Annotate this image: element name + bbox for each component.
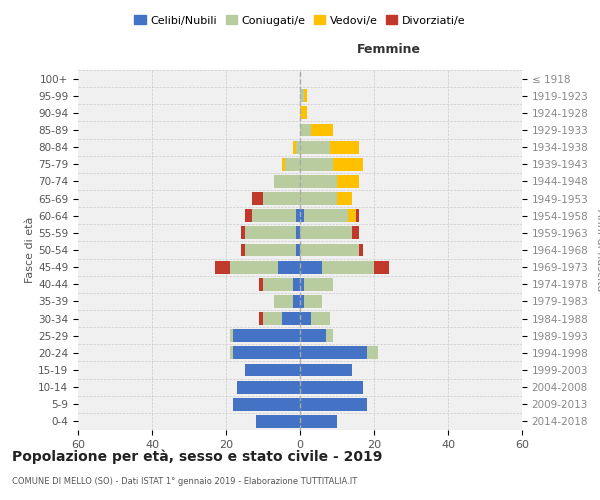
Text: COMUNE DI MELLO (SO) - Dati ISTAT 1° gennaio 2019 - Elaborazione TUTTITALIA.IT: COMUNE DI MELLO (SO) - Dati ISTAT 1° gen… (12, 478, 357, 486)
Bar (263, 312, 281, 325)
Y-axis label: Fasce di età: Fasce di età (25, 217, 35, 283)
Bar (300, 260, 322, 274)
Bar (355, 210, 359, 222)
Bar (233, 330, 300, 342)
Bar (274, 295, 293, 308)
Bar (245, 210, 252, 222)
Bar (293, 278, 300, 290)
Bar (300, 312, 311, 325)
Bar (304, 210, 348, 222)
Bar (233, 346, 300, 360)
Bar (245, 226, 296, 239)
Bar (230, 346, 233, 360)
Bar (300, 210, 304, 222)
Bar (259, 312, 263, 325)
Bar (300, 398, 367, 410)
Bar (252, 192, 263, 205)
Bar (300, 226, 352, 239)
Bar (259, 278, 263, 290)
Bar (300, 175, 337, 188)
Bar (256, 415, 300, 428)
Text: Femmine: Femmine (357, 42, 421, 56)
Bar (300, 158, 334, 170)
Bar (281, 312, 300, 325)
Bar (241, 226, 245, 239)
Bar (348, 210, 355, 222)
Bar (300, 124, 311, 136)
Bar (300, 244, 359, 256)
Bar (296, 210, 300, 222)
Bar (326, 330, 334, 342)
Bar (245, 244, 296, 256)
Bar (285, 158, 300, 170)
Bar (300, 415, 337, 428)
Legend: Celibi/Nubili, Coniugati/e, Vedovi/e, Divorziati/e: Celibi/Nubili, Coniugati/e, Vedovi/e, Di… (130, 11, 470, 30)
Bar (300, 364, 352, 376)
Bar (278, 260, 300, 274)
Bar (263, 192, 300, 205)
Bar (233, 398, 300, 410)
Bar (293, 295, 300, 308)
Bar (300, 380, 363, 394)
Bar (334, 158, 363, 170)
Bar (245, 364, 300, 376)
Bar (241, 244, 245, 256)
Bar (300, 330, 326, 342)
Bar (359, 244, 363, 256)
Bar (300, 346, 367, 360)
Bar (304, 278, 334, 290)
Bar (252, 210, 296, 222)
Bar (300, 192, 337, 205)
Bar (296, 140, 300, 153)
Bar (281, 158, 285, 170)
Bar (352, 226, 359, 239)
Bar (263, 278, 293, 290)
Bar (374, 260, 389, 274)
Text: Popolazione per età, sesso e stato civile - 2019: Popolazione per età, sesso e stato civil… (12, 450, 382, 464)
Bar (367, 346, 378, 360)
Bar (237, 380, 300, 394)
Bar (300, 106, 307, 120)
Bar (296, 226, 300, 239)
Bar (311, 124, 334, 136)
Bar (293, 140, 296, 153)
Bar (304, 90, 307, 102)
Bar (296, 244, 300, 256)
Bar (329, 140, 359, 153)
Bar (337, 175, 359, 188)
Bar (300, 140, 329, 153)
Bar (215, 260, 230, 274)
Bar (300, 90, 304, 102)
Bar (322, 260, 374, 274)
Bar (311, 312, 329, 325)
Bar (230, 330, 233, 342)
Bar (300, 295, 304, 308)
Bar (274, 175, 300, 188)
Bar (300, 278, 304, 290)
Bar (304, 295, 322, 308)
Bar (230, 260, 278, 274)
Y-axis label: Anni di nascita: Anni di nascita (595, 209, 600, 291)
Bar (337, 192, 352, 205)
